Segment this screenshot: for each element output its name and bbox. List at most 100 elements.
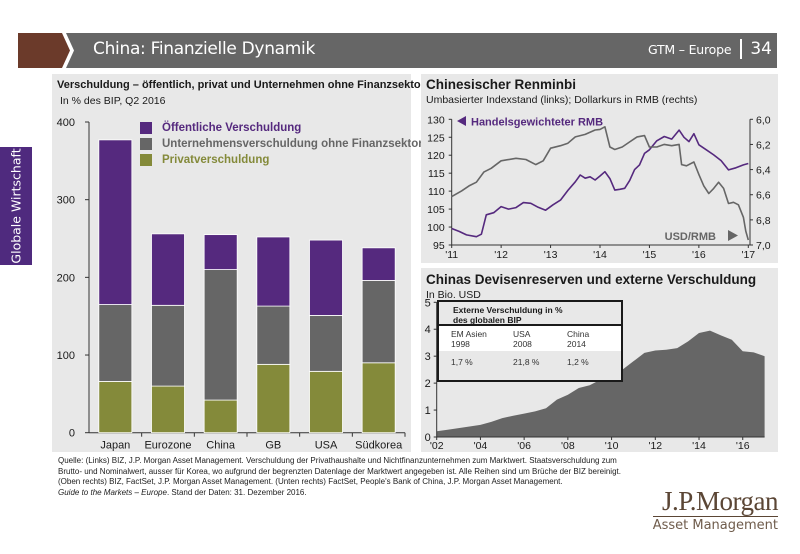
col-name: USA bbox=[513, 329, 531, 339]
logo-subtitle: Asset Management bbox=[652, 518, 778, 533]
right-y-tick-label: 6,8 bbox=[756, 215, 771, 227]
x-tick-label: '16 bbox=[692, 249, 706, 261]
bar-segment bbox=[151, 304, 185, 387]
right-y-tick-label: 7,0 bbox=[756, 240, 771, 252]
jpmorgan-logo: J.P.Morgan Asset Management bbox=[652, 487, 779, 535]
table-value-china: 1,2 % bbox=[567, 357, 589, 367]
bar-segment bbox=[361, 280, 396, 364]
y-tick-label: 400 bbox=[57, 117, 75, 129]
footnote-line: Brutto- und Nominalwert, ausser für Kore… bbox=[58, 466, 621, 476]
series-label: GTM – Europe bbox=[647, 41, 732, 57]
header-accent-chevron bbox=[18, 33, 70, 68]
reserves-chart-subtitle: In Bio. USD bbox=[426, 289, 481, 301]
left-arrow-icon bbox=[457, 116, 466, 126]
y-tick-label: 300 bbox=[57, 195, 75, 207]
left-y-tick-label: 100 bbox=[427, 222, 445, 234]
x-tick-label: '16 bbox=[736, 440, 750, 452]
x-tick-label: '15 bbox=[643, 249, 657, 261]
x-tick-label: '10 bbox=[605, 440, 619, 452]
debt-chart-subtitle: In % des BIP, Q2 2016 bbox=[60, 95, 166, 107]
line-series-trade-weighted-rmb bbox=[451, 129, 749, 238]
table-title-line1: Externe Verschuldung in % bbox=[453, 305, 563, 315]
guide-title: Guide to the Markets – Europe bbox=[58, 487, 167, 497]
col-name: EM Asien bbox=[451, 329, 487, 339]
bar-segment bbox=[98, 139, 133, 305]
x-tick-label: '14 bbox=[692, 440, 706, 452]
debt-legend: Öffentliche Verschuldung Unternehmensver… bbox=[140, 120, 423, 168]
external-debt-table-title: Externe Verschuldung in % des globalen B… bbox=[439, 302, 621, 326]
bar-segment bbox=[203, 234, 238, 270]
x-tick-label: '06 bbox=[517, 440, 531, 452]
col-year: 2008 bbox=[513, 339, 532, 349]
left-y-tick-label: 120 bbox=[427, 150, 445, 162]
bar-segment bbox=[256, 236, 291, 307]
side-tab-globale-wirtschaft[interactable]: Globale Wirtschaft bbox=[0, 147, 32, 265]
footnote-line: Guide to the Markets – Europe. Stand der… bbox=[58, 488, 658, 499]
y-tick-label: 0 bbox=[69, 428, 75, 440]
left-y-tick-label: 130 bbox=[427, 114, 445, 126]
header-separator bbox=[740, 39, 743, 59]
col-name: China bbox=[567, 329, 590, 339]
table-title-line2: des globalen BIP bbox=[453, 315, 522, 325]
x-tick-label: USA bbox=[315, 440, 338, 452]
x-tick-label: '17 bbox=[741, 249, 755, 261]
page-number: 34 bbox=[750, 39, 772, 59]
left-y-tick-label: 115 bbox=[428, 168, 445, 180]
x-tick-label: Eurozone bbox=[144, 440, 191, 452]
footnote-line: (Oben rechts) BIZ, FactSet, J.P. Morgan … bbox=[58, 477, 563, 486]
reserves-chart-title: Chinas Devisenreserven und externe Versc… bbox=[426, 272, 757, 287]
bar-segment bbox=[361, 362, 396, 434]
x-tick-label: '12 bbox=[648, 440, 662, 452]
right-y-tick-label: 6,4 bbox=[756, 165, 771, 177]
x-tick-label: '12 bbox=[494, 249, 508, 261]
annotation-usd-rmb: USD/RMB bbox=[665, 231, 716, 243]
legend-swatch-corporate bbox=[140, 138, 152, 150]
legend-label-corporate: Unternehmensverschuldung ohne Finanzsekt… bbox=[162, 138, 423, 150]
legend-item-corporate: Unternehmensverschuldung ohne Finanzsekt… bbox=[140, 136, 423, 152]
reserves-area bbox=[436, 330, 765, 437]
footnote-line: Quelle: (Links) BIZ, J.P. Morgan Asset M… bbox=[58, 456, 617, 465]
bar-segment bbox=[98, 381, 133, 434]
bar-segment bbox=[151, 233, 185, 306]
left-y-tick-label: 95 bbox=[433, 240, 445, 252]
legend-swatch-public bbox=[140, 122, 152, 134]
right-arrow-icon bbox=[728, 230, 738, 241]
bar-segment bbox=[309, 239, 343, 316]
rmb-chart-subtitle: Umbasierter Indexstand (links); Dollarku… bbox=[426, 94, 698, 106]
y-tick-label: 5 bbox=[425, 297, 431, 309]
header-right: GTM – Europe 34 bbox=[648, 39, 772, 59]
x-tick-label: China bbox=[206, 440, 236, 452]
external-debt-table: Externe Verschuldung in % des globalen B… bbox=[437, 300, 623, 382]
table-value-em-asien: 1,7 % bbox=[451, 357, 473, 367]
x-tick-label: Südkorea bbox=[355, 440, 403, 452]
bar-segment bbox=[309, 370, 343, 434]
x-tick-label: '13 bbox=[544, 249, 558, 261]
col-year: 2014 bbox=[567, 339, 586, 349]
legend-item-public: Öffentliche Verschuldung bbox=[140, 120, 423, 136]
y-tick-label: 2 bbox=[425, 378, 431, 390]
bar-segment bbox=[309, 315, 343, 372]
table-header-row: EM Asien 1998 USA 2008 China 2014 bbox=[439, 326, 621, 351]
x-tick-label: '04 bbox=[474, 440, 488, 452]
data-date: . Stand der Daten: 31. Dezember 2016. bbox=[166, 487, 307, 497]
y-tick-label: 100 bbox=[57, 350, 75, 362]
bar-segment bbox=[256, 363, 291, 434]
y-tick-label: 0 bbox=[425, 432, 431, 444]
logo-wordmark: J.P.Morgan bbox=[652, 487, 779, 517]
page-title: China: Finanzielle Dynamik bbox=[93, 39, 316, 59]
right-y-tick-label: 6,6 bbox=[756, 190, 771, 202]
y-tick-label: 4 bbox=[425, 324, 431, 336]
x-tick-label: '08 bbox=[561, 440, 575, 452]
table-col-em-asien: EM Asien 1998 bbox=[451, 329, 505, 351]
x-tick-label: Japan bbox=[100, 440, 130, 452]
left-y-tick-label: 105 bbox=[427, 204, 445, 216]
rmb-chart-title: Chinesischer Renminbi bbox=[426, 77, 577, 92]
bar-segment bbox=[361, 247, 396, 281]
header-bar bbox=[66, 33, 777, 68]
table-value-usa: 21,8 % bbox=[513, 357, 540, 367]
table-value-row: 1,7 % 21,8 % 1,2 % bbox=[439, 351, 621, 373]
x-tick-label: GB bbox=[265, 440, 281, 452]
line-series-usd-rmb bbox=[451, 126, 750, 241]
